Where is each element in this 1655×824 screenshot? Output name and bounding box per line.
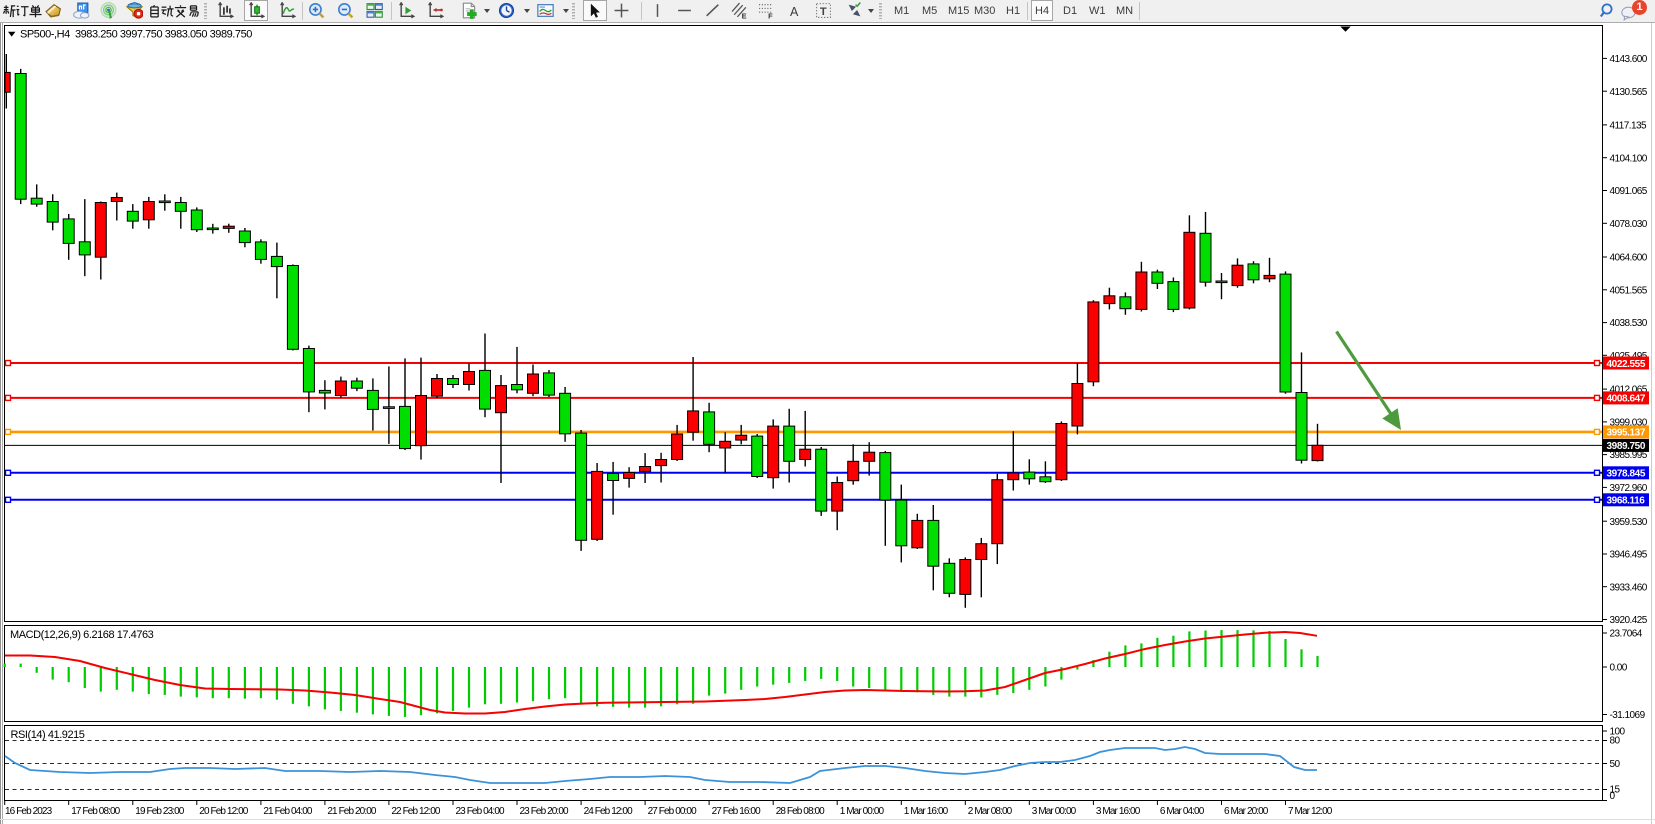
svg-text:3 Mar 00:00: 3 Mar 00:00 (1032, 806, 1077, 817)
svg-text:21 Feb 04:00: 21 Feb 04:00 (263, 806, 312, 817)
svg-text:-31.1069: -31.1069 (1610, 710, 1646, 721)
svg-text:3 Mar 16:00: 3 Mar 16:00 (1096, 806, 1141, 817)
svg-text:3985.995: 3985.995 (1610, 450, 1648, 461)
svg-text:4064.600: 4064.600 (1610, 253, 1648, 264)
svg-text:MACD(12,26,9) 6.2168 17.4763: MACD(12,26,9) 6.2168 17.4763 (10, 629, 154, 641)
svg-text:3920.425: 3920.425 (1610, 615, 1648, 626)
svg-text:16 Feb 2023: 16 Feb 2023 (5, 806, 53, 817)
svg-text:3933.460: 3933.460 (1610, 582, 1648, 593)
svg-text:80: 80 (1610, 736, 1621, 747)
svg-text:15: 15 (1610, 784, 1621, 795)
svg-text:0: 0 (1610, 791, 1616, 802)
svg-text:4104.100: 4104.100 (1610, 153, 1648, 164)
svg-text:SP500-,H4 3983.250 3997.750 3: SP500-,H4 3983.250 3997.750 3983.050 398… (20, 29, 252, 41)
svg-text:3959.530: 3959.530 (1610, 517, 1648, 528)
svg-text:3978.845: 3978.845 (1607, 469, 1646, 480)
svg-text:17 Feb 08:00: 17 Feb 08:00 (71, 806, 120, 817)
svg-text:1 Mar 00:00: 1 Mar 00:00 (840, 806, 885, 817)
svg-text:6 Mar 20:00: 6 Mar 20:00 (1224, 806, 1269, 817)
svg-text:1 Mar 16:00: 1 Mar 16:00 (904, 806, 949, 817)
svg-text:4038.530: 4038.530 (1610, 318, 1648, 329)
svg-text:27 Feb 16:00: 27 Feb 16:00 (712, 806, 761, 817)
svg-text:3972.960: 3972.960 (1610, 483, 1648, 494)
svg-text:28 Feb 08:00: 28 Feb 08:00 (776, 806, 825, 817)
svg-text:2 Mar 08:00: 2 Mar 08:00 (968, 806, 1013, 817)
svg-text:F: F (768, 11, 773, 19)
svg-text:3995.137: 3995.137 (1607, 428, 1646, 439)
svg-text:21 Feb 20:00: 21 Feb 20:00 (327, 806, 376, 817)
svg-text:E: E (742, 11, 747, 19)
svg-text:4022.555: 4022.555 (1607, 359, 1646, 370)
svg-text:3946.495: 3946.495 (1610, 550, 1648, 561)
svg-text:20 Feb 12:00: 20 Feb 12:00 (199, 806, 248, 817)
svg-text:4025.495: 4025.495 (1610, 351, 1648, 362)
svg-text:4117.135: 4117.135 (1610, 121, 1648, 132)
svg-text:3968.116: 3968.116 (1607, 496, 1646, 507)
svg-text:3989.750: 3989.750 (1607, 441, 1646, 452)
svg-text:RSI(14) 41.9215: RSI(14) 41.9215 (11, 729, 85, 741)
svg-text:22 Feb 12:00: 22 Feb 12:00 (391, 806, 440, 817)
svg-text:4051.565: 4051.565 (1610, 285, 1648, 296)
svg-text:4008.647: 4008.647 (1607, 394, 1646, 405)
svg-text:4078.030: 4078.030 (1610, 219, 1648, 230)
svg-text:23 Feb 20:00: 23 Feb 20:00 (520, 806, 569, 817)
svg-text:T: T (820, 6, 827, 18)
svg-text:100: 100 (1610, 727, 1626, 738)
svg-text:7 Mar 12:00: 7 Mar 12:00 (1288, 806, 1333, 817)
svg-text:19 Feb 23:00: 19 Feb 23:00 (135, 806, 184, 817)
svg-text:24 Feb 12:00: 24 Feb 12:00 (584, 806, 633, 817)
svg-text:0.00: 0.00 (1610, 663, 1628, 674)
svg-text:23.7064: 23.7064 (1610, 629, 1643, 640)
svg-text:4091.065: 4091.065 (1610, 186, 1648, 197)
svg-text:50: 50 (1610, 759, 1621, 770)
svg-text:6 Mar 04:00: 6 Mar 04:00 (1160, 806, 1205, 817)
svg-text:3999.030: 3999.030 (1610, 418, 1648, 429)
svg-text:23 Feb 04:00: 23 Feb 04:00 (456, 806, 505, 817)
svg-text:27 Feb 00:00: 27 Feb 00:00 (648, 806, 697, 817)
svg-text:4012.065: 4012.065 (1610, 385, 1648, 396)
svg-text:4130.565: 4130.565 (1610, 87, 1648, 98)
svg-text:4143.600: 4143.600 (1610, 54, 1648, 65)
